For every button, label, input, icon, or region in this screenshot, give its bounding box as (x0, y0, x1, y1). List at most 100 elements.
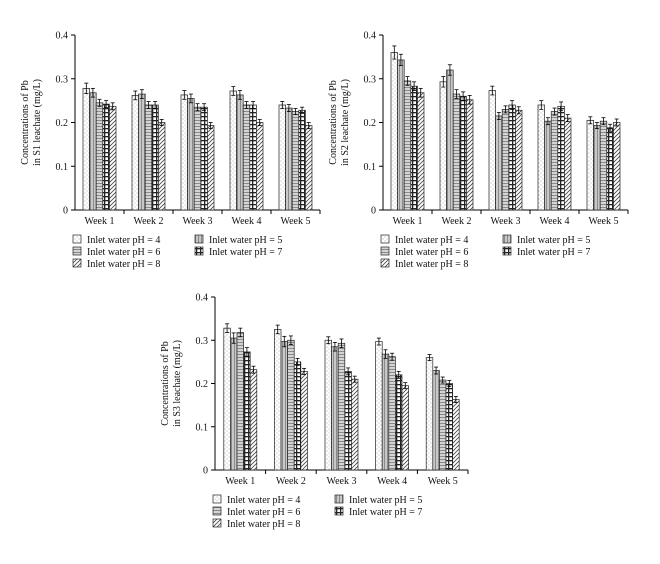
bar (274, 329, 282, 471)
y-tick-label: 0.4 (56, 31, 69, 42)
bar (488, 90, 496, 211)
bar (131, 95, 139, 211)
bar (537, 104, 545, 211)
bar (95, 102, 104, 211)
bar (138, 93, 146, 211)
bar (508, 104, 516, 211)
x-tick-label: Week 3 (326, 476, 356, 487)
legend-label: Inlet water pH = 7 (349, 507, 422, 518)
bar (564, 117, 572, 211)
bar (236, 332, 244, 471)
bar (82, 88, 90, 211)
bar (557, 105, 565, 211)
legend-label: Inlet water pH = 6 (87, 247, 160, 258)
y-tick-label: 0 (371, 206, 376, 217)
bar (109, 105, 117, 211)
y-axis-label-line: in S2 leachate (mg/L) (340, 79, 351, 166)
x-tick-label: Week 2 (441, 216, 471, 227)
bar (501, 109, 510, 211)
y-tick-label: 0.3 (196, 336, 209, 347)
x-tick-label: Week 5 (280, 216, 310, 227)
legend-swatch (502, 246, 512, 256)
y-axis-label-line: in S1 leachate (mg/L) (32, 79, 43, 166)
bar (410, 85, 418, 211)
bar (381, 353, 390, 471)
bar (351, 378, 359, 471)
bar (432, 370, 440, 471)
bar (223, 327, 231, 471)
legend-swatch (212, 506, 222, 516)
bar (242, 104, 251, 211)
y-tick-label: 0.1 (196, 422, 209, 433)
legend-label: Inlet water pH = 5 (349, 495, 422, 506)
bar (280, 341, 288, 471)
bar (158, 122, 166, 211)
legend-swatch (212, 494, 222, 504)
bar (515, 109, 523, 211)
bar (439, 379, 447, 471)
bar (305, 125, 313, 211)
bar (89, 92, 97, 211)
bar (375, 341, 383, 471)
y-tick-label: 0.3 (56, 74, 69, 85)
bar (102, 103, 110, 211)
y-axis-label-line: Concentrations of Pb (160, 341, 171, 425)
bar (586, 119, 594, 211)
x-tick-label: Week 4 (377, 476, 407, 487)
bar (236, 94, 244, 211)
legend-swatch (194, 234, 204, 244)
x-tick-label: Week 1 (225, 476, 255, 487)
bar (403, 80, 412, 211)
bar (187, 98, 195, 211)
bar (285, 107, 293, 211)
legend-label: Inlet water pH = 8 (227, 519, 300, 530)
bar (300, 371, 308, 471)
chart-panel-1: 0 0.1 0.2 0.3 0.4 Concentrations of Pbin S1 l… (20, 31, 321, 270)
bar (388, 356, 396, 471)
x-tick-label: Week 5 (588, 216, 618, 227)
y-tick-label: 0 (63, 206, 68, 217)
bar (230, 337, 238, 471)
legend-label: Inlet water pH = 8 (395, 259, 468, 270)
y-tick-label: 0.3 (364, 74, 377, 85)
legend-swatch (380, 246, 390, 256)
legend-label: Inlet water pH = 4 (227, 495, 300, 506)
bar (550, 111, 559, 211)
legend-swatch (72, 246, 82, 256)
bar (298, 109, 306, 211)
chart-panel-3: 0 0.1 0.2 0.3 0.4 Concentrations of Pbin S3 l… (160, 293, 469, 530)
legend-swatch (212, 518, 222, 528)
bar (293, 361, 302, 471)
legend-label: Inlet water pH = 7 (209, 247, 282, 258)
y-tick-label: 0 (203, 466, 208, 477)
x-tick-label: Week 1 (392, 216, 422, 227)
bar (324, 339, 332, 471)
bar (544, 120, 552, 211)
legend-swatch (334, 506, 344, 516)
bar (200, 106, 208, 211)
bar (593, 125, 601, 211)
bar (193, 106, 202, 211)
legend-label: Inlet water pH = 6 (227, 507, 300, 518)
bar (613, 122, 621, 211)
bar (452, 399, 460, 471)
x-tick-label: Week 4 (231, 216, 261, 227)
legend-label: Inlet water pH = 4 (395, 235, 468, 246)
y-axis-label-line: Concentrations of Pb (20, 80, 31, 164)
y-axis-label: Concentrations of Pbin S3 leachate (mg/L… (160, 340, 183, 427)
legend-swatch (72, 234, 82, 244)
bar (344, 371, 352, 471)
bar (278, 104, 286, 211)
chart-panel-2: 0 0.1 0.2 0.3 0.4 Concentrations of Pbin S2 l… (328, 31, 629, 270)
bar (606, 127, 614, 211)
legend-label: Inlet water pH = 6 (395, 247, 468, 258)
x-tick-label: Week 3 (490, 216, 520, 227)
bar (395, 374, 403, 471)
y-axis-label-line: Concentrations of Pb (328, 80, 339, 164)
x-tick-label: Week 5 (428, 476, 458, 487)
bar (401, 385, 409, 471)
bar (445, 383, 453, 471)
y-tick-label: 0.1 (56, 162, 69, 173)
x-tick-label: Week 3 (182, 216, 212, 227)
